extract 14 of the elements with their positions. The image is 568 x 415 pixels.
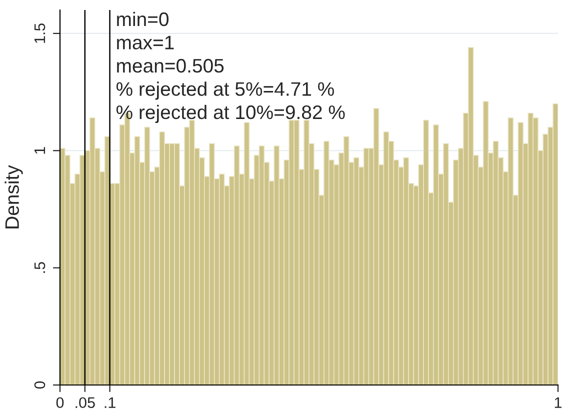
x-tick-label: .05 bbox=[76, 397, 95, 408]
annotation: % rejected at 5%=4.71 % bbox=[116, 82, 334, 100]
x-tick-label: 1 bbox=[554, 397, 562, 408]
y-axis-title: Density bbox=[4, 165, 23, 228]
y-tick-label: 1.5 bbox=[34, 23, 46, 43]
y-tick-label: 0 bbox=[34, 381, 46, 389]
annotation: min=0 bbox=[117, 12, 169, 26]
annotation: % rejected at 10%=9.82 % bbox=[116, 104, 345, 123]
x-tick-label: 0 bbox=[56, 397, 64, 408]
x-tick-label: .1 bbox=[104, 397, 116, 408]
annotation: mean=0.505 bbox=[117, 58, 224, 73]
y-tick-label: 1 bbox=[34, 147, 46, 154]
y-tick-label: .5 bbox=[34, 262, 46, 273]
annotation: max=1 bbox=[117, 36, 174, 50]
